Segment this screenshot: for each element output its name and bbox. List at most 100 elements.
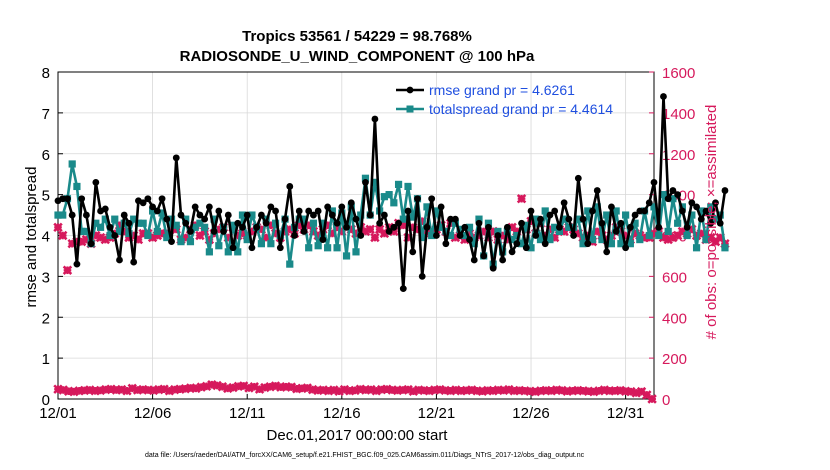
rmse-point — [257, 211, 265, 219]
rmse-point — [683, 223, 691, 231]
rmse-point — [106, 223, 114, 231]
rmse-point — [139, 199, 147, 207]
spread-point — [650, 203, 658, 211]
rmse-point — [385, 228, 393, 235]
spread-point — [172, 221, 180, 229]
tick-label-left: 4 — [42, 229, 50, 246]
spread-point — [134, 219, 143, 227]
rmse-point — [565, 215, 573, 223]
spread-point — [54, 211, 62, 219]
spread-point — [130, 215, 138, 223]
rmse-point — [291, 232, 298, 239]
spread-point — [588, 235, 597, 244]
spread-point — [688, 211, 696, 219]
spread-point — [390, 199, 398, 207]
spread-point — [248, 211, 256, 219]
rmse-point — [130, 258, 138, 266]
tick-label-right: 0 — [662, 392, 670, 409]
spread-point — [692, 244, 701, 252]
spread-point — [532, 215, 540, 223]
rmse-point — [191, 203, 199, 211]
rmse-point — [608, 203, 615, 211]
chart-subtitle: RADIOSONDE_U_WIND_COMPONENT @ 100 hPa — [180, 48, 535, 65]
spread-point — [598, 235, 606, 244]
rmse-point — [475, 219, 483, 227]
obs-point — [53, 222, 63, 233]
spread-point — [655, 231, 663, 240]
rmse-point — [716, 219, 724, 227]
rmse-point — [598, 219, 606, 227]
spread-point — [645, 231, 653, 240]
spread-point — [494, 227, 502, 236]
spread-point — [305, 244, 313, 252]
spread-point — [418, 233, 426, 242]
rmse-point — [343, 223, 350, 231]
footnote: data file: /Users/raeder/DAI/ATM_forcXX/… — [145, 452, 585, 459]
rmse-point — [267, 203, 275, 211]
rmse-point — [513, 240, 521, 248]
spread-point — [371, 178, 379, 186]
spread-point — [470, 240, 478, 248]
rmse-point — [92, 178, 100, 186]
rmse-point — [494, 232, 502, 239]
rmse-point — [73, 260, 81, 268]
rmse-point — [414, 195, 421, 203]
spread-point — [669, 195, 677, 203]
rmse-point — [220, 228, 227, 235]
spread-point — [555, 227, 563, 236]
rmse-point — [210, 228, 218, 235]
rmse-point — [229, 244, 237, 252]
spread-point — [428, 231, 436, 240]
spread-point — [574, 215, 582, 223]
left-axis: 0 1 2 3 4 5 6 7 8 — [42, 65, 63, 409]
spread-point — [224, 248, 232, 256]
possible-obs-series — [53, 379, 657, 404]
spread-point — [196, 219, 204, 227]
tick-label-left: 8 — [42, 65, 50, 82]
spread-point — [423, 203, 431, 211]
rmse-point — [603, 248, 611, 256]
rmse-point — [641, 207, 648, 215]
spread-point — [626, 240, 634, 248]
rmse-point — [721, 187, 729, 194]
tick-label-x: 12/26 — [512, 405, 550, 422]
rmse-point — [584, 240, 592, 248]
rmse-point — [78, 195, 86, 203]
spread-point — [182, 215, 190, 223]
spread-point — [409, 213, 417, 221]
spread-point — [437, 223, 445, 231]
rmse-point — [328, 211, 336, 219]
rmse-point — [508, 248, 516, 256]
spread-point — [603, 211, 611, 219]
spread-point — [201, 223, 209, 231]
spread-point — [68, 160, 76, 168]
obs-point — [365, 224, 375, 235]
spread-point — [617, 240, 625, 248]
spread-point — [82, 227, 90, 236]
spread-point — [333, 244, 341, 252]
spread-point — [394, 180, 403, 189]
rmse-point — [522, 244, 530, 252]
rmse-point — [87, 240, 95, 248]
rmse-point — [347, 199, 355, 207]
rmse-point — [305, 207, 313, 215]
rmse-point — [399, 285, 407, 293]
spread-point — [536, 235, 545, 244]
rmse-point — [702, 207, 710, 215]
spread-point — [579, 240, 587, 248]
rmse-point — [537, 215, 544, 223]
legend-spread-label: totalspread grand pr = 4.4614 — [429, 101, 613, 117]
spread-point — [612, 207, 620, 215]
spread-point — [380, 193, 388, 201]
spread-point — [442, 227, 450, 236]
spread-point — [210, 215, 218, 223]
rmse-point — [480, 252, 488, 260]
tick-label-left: 3 — [42, 269, 50, 286]
tick-label-left: 1 — [42, 351, 50, 368]
rmse-point — [82, 211, 90, 219]
rmse-point — [324, 203, 332, 211]
obs-point — [516, 193, 527, 204]
rmse-point — [201, 215, 209, 223]
rmse-point — [418, 272, 426, 280]
spread-point — [399, 215, 407, 223]
